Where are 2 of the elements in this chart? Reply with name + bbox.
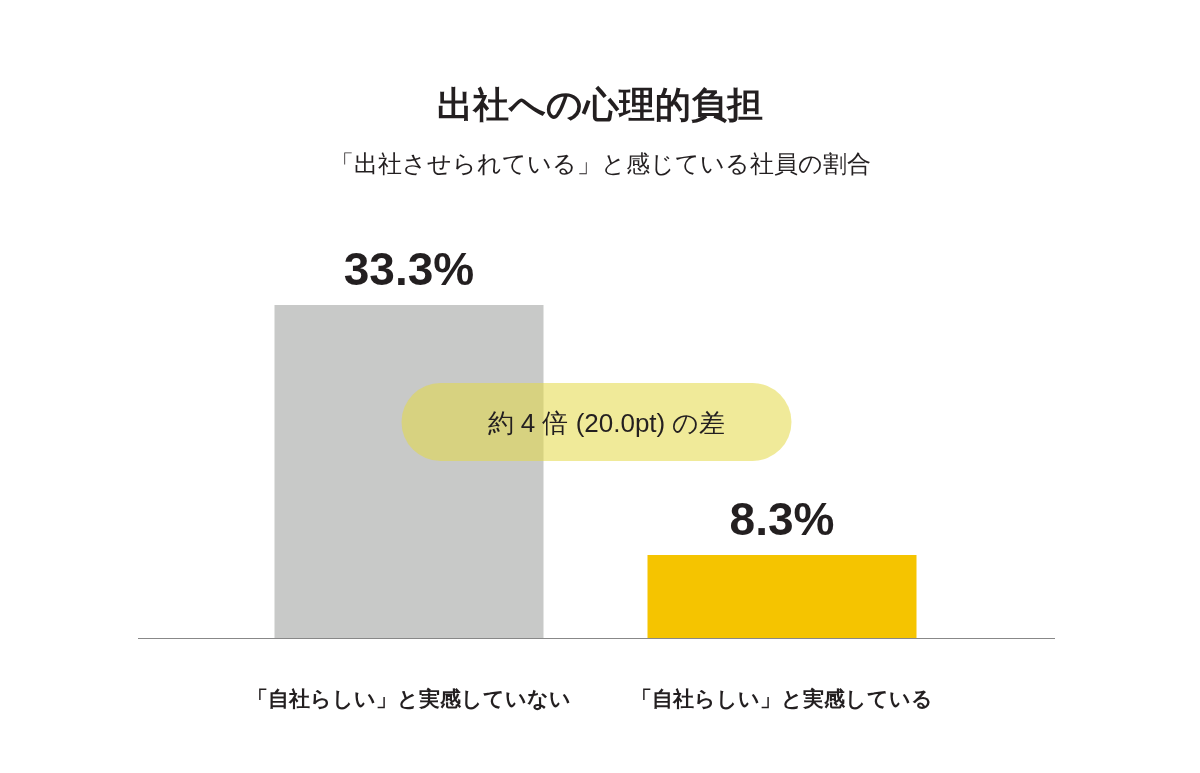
title: 出社への心理的負担 <box>437 84 763 125</box>
subtitle: 「出社させられている」と感じている社員の割合 <box>329 150 871 177</box>
